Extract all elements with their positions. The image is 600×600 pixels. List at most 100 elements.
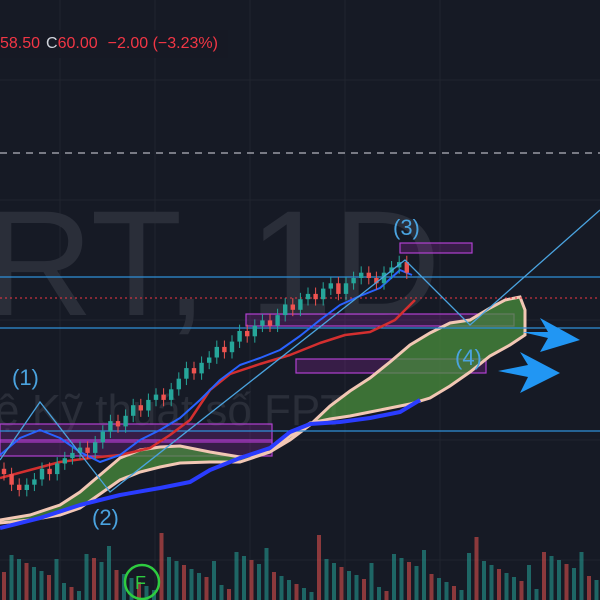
volume-bar <box>54 559 59 600</box>
candle-body <box>153 394 159 400</box>
volume-marker-label: F <box>135 573 146 593</box>
volume-bar <box>144 586 149 600</box>
volume-bar <box>354 575 359 600</box>
volume-bar <box>362 579 366 600</box>
volume-bar <box>47 575 51 600</box>
volume-bar <box>414 566 419 600</box>
volume-bar <box>317 535 321 600</box>
volume-bar <box>467 553 471 600</box>
arrow-upper <box>522 318 580 352</box>
volume-bar <box>392 554 396 600</box>
volume-bar <box>564 564 569 600</box>
candle-body <box>321 288 326 300</box>
volume-bar <box>122 574 126 600</box>
candle-body <box>207 357 212 363</box>
candle-body <box>62 458 67 464</box>
candle-body <box>100 431 105 443</box>
volume-bar <box>384 591 389 600</box>
volume-bar <box>9 555 14 600</box>
candle-body <box>70 452 75 459</box>
volume-bar <box>227 589 231 600</box>
volume-bar <box>39 571 44 600</box>
volume-bar <box>519 581 524 600</box>
wave-line <box>0 209 600 493</box>
volume-bar <box>212 561 216 600</box>
candle-body <box>93 442 98 453</box>
elliott-wave <box>0 209 600 493</box>
volume-bar <box>174 561 179 600</box>
change-value: −2.00 (−3.23%) <box>107 35 218 52</box>
candle-body <box>351 278 356 284</box>
candle-body <box>381 272 387 284</box>
candlesticks <box>1 255 409 497</box>
candle-body <box>146 399 151 411</box>
candle-body <box>123 415 128 427</box>
candle-body <box>9 474 14 485</box>
volume-bar <box>234 552 239 600</box>
candle-body <box>222 346 227 353</box>
watermark-symbol: RT, 1D <box>0 179 441 347</box>
wave-label-1: (1) <box>12 365 39 390</box>
candle-body <box>374 278 379 284</box>
volume-bar <box>399 558 404 600</box>
watermark: RT, 1D ệ Kỹ thuật số FPT <box>0 179 441 435</box>
ma-slow-line <box>0 398 422 530</box>
volume-bar <box>422 550 426 600</box>
volume-bar <box>92 558 96 600</box>
volume-bar <box>497 569 501 600</box>
volume-bar <box>249 560 254 600</box>
volume-bar <box>204 577 209 600</box>
volume-bar <box>264 548 269 600</box>
arrow-lower <box>498 352 560 393</box>
arrows <box>498 318 580 393</box>
candle-body <box>252 325 257 337</box>
volume-bar <box>182 565 186 600</box>
volume-bar <box>429 574 434 600</box>
volume-bar <box>69 587 74 600</box>
candle-body <box>39 468 45 480</box>
candle-body <box>1 468 7 475</box>
volume-bar <box>324 559 329 600</box>
volume-bar <box>287 580 291 600</box>
candle-body <box>267 320 273 326</box>
volume-bar <box>407 562 411 600</box>
volume-bar <box>309 592 314 600</box>
close-value: 60.00 <box>57 35 98 52</box>
volume-bar <box>437 578 441 600</box>
volume-bar <box>17 559 21 600</box>
volume-marker: F <box>123 563 161 600</box>
volume-bar <box>369 563 374 600</box>
volume-bar <box>504 573 509 600</box>
candle-body <box>404 262 409 273</box>
volume-bar <box>339 567 344 600</box>
volume-bar <box>257 564 261 600</box>
candle-body <box>77 447 83 453</box>
volume-bar <box>549 556 554 600</box>
volume-bar <box>587 576 591 600</box>
volume-bar <box>294 584 299 600</box>
candle-body <box>191 368 197 374</box>
ma-fast-line <box>0 269 413 463</box>
volume-bar <box>272 572 276 600</box>
volume-bar <box>279 576 284 600</box>
candle-body <box>298 299 303 310</box>
candle-body <box>313 293 318 300</box>
candle-body <box>85 447 90 453</box>
candle-body <box>275 315 280 326</box>
volume-bar <box>452 586 456 600</box>
volume-bar <box>137 582 141 600</box>
candle-body <box>343 283 349 294</box>
volume-bar <box>107 546 111 600</box>
candle-body <box>366 272 371 278</box>
volume-bar <box>482 561 486 600</box>
volume-bar <box>474 537 479 600</box>
candle-body <box>17 484 22 490</box>
candle-body <box>176 378 181 390</box>
candle-body <box>305 293 311 300</box>
wave-label-2: (2) <box>92 505 119 530</box>
volume-bar <box>527 565 531 600</box>
candle-body <box>237 331 242 342</box>
volume-bar <box>189 569 194 600</box>
